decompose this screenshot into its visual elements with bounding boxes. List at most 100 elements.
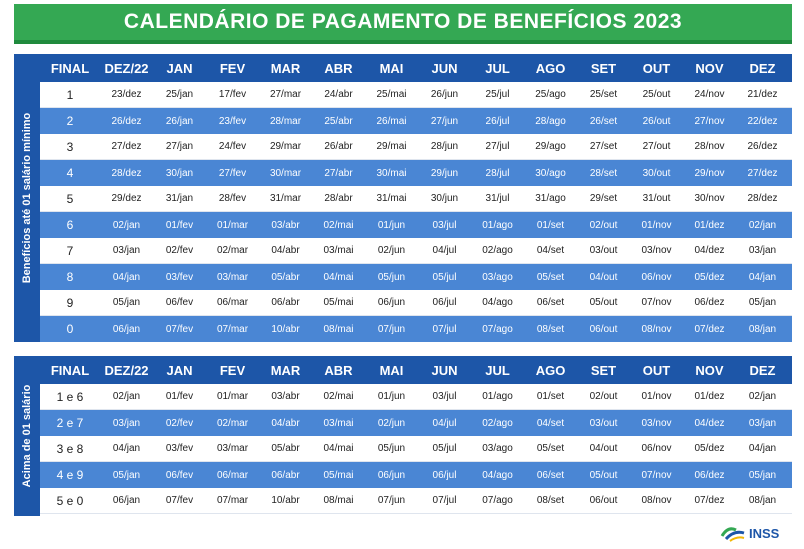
payment-date-cell: 23/dez: [111, 89, 142, 100]
column-header-final: FINAL: [50, 362, 90, 378]
payment-date-cell: 05/out: [589, 469, 618, 481]
payment-date-cell: 07/mar: [216, 495, 249, 506]
payment-date-cell: 03/fev: [165, 271, 194, 283]
payment-date-cell: 03/jul: [432, 391, 457, 402]
payment-date-cell: 25/out: [642, 89, 671, 100]
table-row: 2 e 7 03/jan 02/fev 02/mar 04/abr 03/mai 02/ju…: [40, 410, 792, 436]
header-row: FINAL DEZ/22 JAN FEV MAR ABR MAI JUN JUL AGO SET OU…: [40, 54, 792, 82]
column-header-month: JUN: [431, 60, 458, 76]
column-header-month: MAR: [270, 362, 301, 378]
final-digit-cell: 2: [66, 114, 74, 128]
payment-date-cell: 02/jan: [112, 219, 141, 231]
payment-date-cell: 02/jun: [377, 245, 406, 256]
payment-date-cell: 27/out: [642, 141, 671, 152]
payment-date-cell: 01/dez: [694, 391, 725, 402]
column-header-month: FEV: [219, 362, 246, 378]
side-label: Acima de 01 salário: [21, 384, 33, 488]
column-header-month: AGO: [535, 60, 566, 76]
payment-date-cell: 04/jul: [432, 417, 457, 429]
payment-date-cell: 26/abr: [324, 141, 353, 152]
payment-date-cell: 03/nov: [641, 417, 672, 429]
payment-date-cell: 02/ago: [482, 245, 513, 256]
payment-date-cell: 04/ago: [482, 297, 513, 308]
payment-date-cell: 29/mai: [376, 141, 407, 152]
payment-date-cell: 07/fev: [165, 323, 194, 335]
payment-date-cell: 08/mai: [323, 495, 354, 506]
payment-date-cell: 06/nov: [641, 443, 672, 454]
column-header-month: ABR: [324, 362, 353, 378]
payment-date-cell: 04/set: [536, 245, 565, 256]
final-digit-cell: 1: [66, 87, 74, 102]
payment-date-cell: 01/dez: [694, 219, 725, 231]
payment-date-cell: 26/dez: [111, 115, 142, 127]
payment-date-cell: 05/jul: [432, 271, 457, 283]
payment-date-cell: 03/ago: [482, 443, 513, 454]
payment-date-cell: 02/jan: [748, 391, 777, 402]
payment-date-cell: 05/set: [536, 443, 565, 454]
payment-date-cell: 04/out: [589, 443, 618, 454]
payment-date-cell: 10/abr: [271, 323, 300, 335]
payment-date-cell: 06/set: [536, 297, 565, 308]
payment-date-cell: 02/jun: [377, 417, 406, 429]
payment-date-cell: 26/mai: [376, 115, 407, 127]
payment-date-cell: 10/abr: [271, 495, 300, 506]
payment-date-cell: 02/ago: [482, 417, 513, 429]
payment-date-cell: 28/set: [589, 167, 618, 179]
payment-date-cell: 27/nov: [694, 115, 725, 127]
payment-date-cell: 05/set: [536, 271, 565, 283]
table-grid: FINAL DEZ/22 JAN FEV MAR ABR MAI JUN JUL AGO SET OU…: [40, 356, 792, 516]
payment-date-cell: 08/set: [536, 495, 565, 506]
payment-date-cell: 01/mar: [216, 219, 249, 231]
payment-date-cell: 08/jan: [748, 323, 777, 335]
payment-date-cell: 06/abr: [271, 297, 300, 308]
payment-date-cell: 05/jan: [748, 297, 777, 308]
payment-date-cell: 06/set: [536, 469, 565, 481]
payment-date-cell: 31/ago: [535, 193, 566, 204]
payment-date-cell: 04/set: [536, 417, 565, 429]
logo-text: INSS: [749, 525, 780, 541]
payment-date-cell: 31/mar: [269, 193, 302, 204]
payment-date-cell: 26/out: [642, 115, 671, 127]
payment-date-cell: 27/abr: [324, 167, 353, 179]
payment-date-cell: 04/jan: [748, 271, 777, 283]
payment-date-cell: 07/jul: [432, 323, 457, 335]
payment-date-cell: 25/jul: [485, 89, 510, 100]
payment-date-cell: 03/fev: [165, 443, 194, 454]
column-header-month: DEZ: [749, 60, 776, 76]
payment-date-cell: 06/fev: [165, 297, 194, 308]
payment-date-cell: 29/ago: [535, 141, 566, 152]
column-header-month: MAI: [379, 362, 404, 378]
payment-date-cell: 30/mar: [269, 167, 302, 179]
payment-date-cell: 03/jan: [112, 417, 141, 429]
payment-date-cell: 07/jun: [377, 323, 406, 335]
payment-date-cell: 06/jul: [432, 469, 457, 481]
header-row: FINAL DEZ/22 JAN FEV MAR ABR MAI JUN JUL AGO SET OU…: [40, 356, 792, 384]
title-banner: CALENDÁRIO DE PAGAMENTO DE BENEFÍCIOS 20…: [14, 4, 792, 44]
payment-date-cell: 06/jan: [112, 495, 141, 506]
payment-date-cell: 29/dez: [111, 193, 142, 204]
column-header-month: FEV: [219, 60, 246, 76]
payment-date-cell: 01/nov: [641, 391, 672, 402]
payment-date-cell: 27/jul: [485, 141, 510, 152]
payment-date-cell: 02/jan: [112, 391, 141, 402]
payment-date-cell: 31/jul: [485, 193, 510, 204]
payment-date-cell: 21/dez: [747, 89, 778, 100]
payment-date-cell: 06/jul: [432, 297, 457, 308]
column-header-month: DEZ/22: [104, 60, 149, 76]
side-label-bar: Acima de 01 salário: [14, 356, 40, 516]
payment-date-cell: 04/abr: [271, 417, 300, 429]
column-header-month: SET: [590, 362, 617, 378]
table-row: 7 03/jan 02/fev 02/mar 04/abr 03/mai 02/jun 04/…: [40, 238, 792, 264]
payment-date-cell: 30/jun: [430, 193, 459, 204]
payment-date-cell: 26/jun: [430, 89, 459, 100]
payment-date-cell: 08/set: [536, 323, 565, 335]
final-digit-cell: 3 e 8: [56, 441, 84, 456]
payment-date-cell: 29/mar: [269, 141, 302, 152]
table-row: 4 28/dez 30/jan 27/fev 30/mar 27/abr 30/mai 29/…: [40, 160, 792, 186]
inss-logo: INSS: [720, 523, 790, 543]
payment-date-cell: 06/jun: [377, 297, 406, 308]
payment-date-cell: 17/fev: [218, 89, 247, 100]
payment-date-cell: 03/out: [589, 417, 618, 429]
payment-date-cell: 03/mar: [216, 443, 249, 454]
table-row: 1 e 6 02/jan 01/fev 01/mar 03/abr 02/mai 01/ju…: [40, 384, 792, 410]
